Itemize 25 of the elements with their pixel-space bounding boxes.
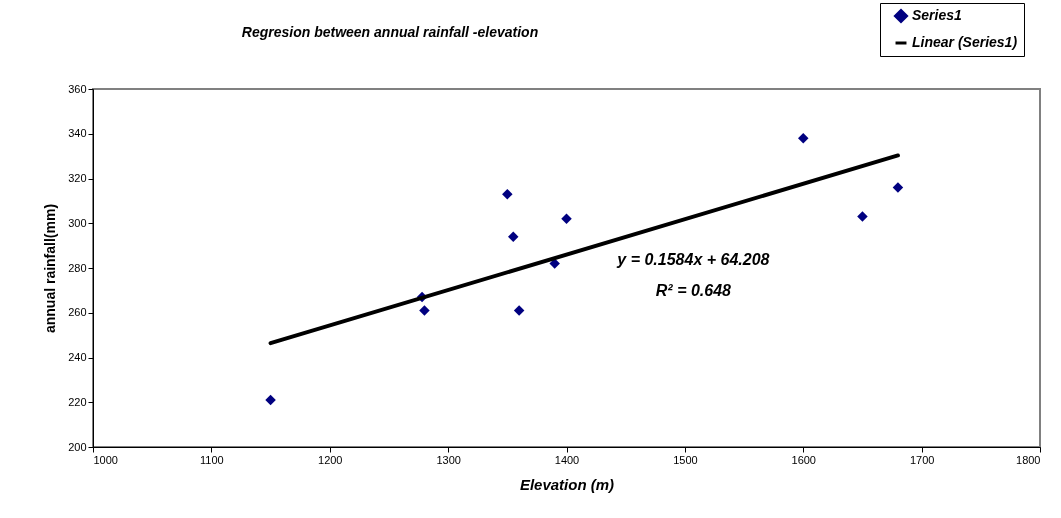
- x-tick-label: 1500: [673, 453, 698, 466]
- y-tick-label: 360: [68, 82, 87, 95]
- x-tick-label: 1400: [554, 453, 580, 466]
- y-tick-label: 320: [68, 172, 87, 184]
- x-tick-label: 1000: [93, 453, 118, 466]
- x-tick-label: 1800: [1016, 453, 1041, 466]
- x-tick-label: 1600: [791, 453, 816, 466]
- y-axis-title: annual rainfall(mm): [42, 203, 59, 334]
- y-tick-label: 240: [68, 351, 87, 363]
- y-tick-label: 340: [68, 127, 87, 140]
- x-axis-title: Elevation (m): [519, 475, 615, 493]
- x-tick-label: 1100: [200, 453, 224, 466]
- annotation: R² = 0.648: [655, 282, 732, 300]
- y-tick-label: 300: [68, 216, 87, 229]
- chart-title: Regresion between annual rainfall -elevation: [241, 24, 539, 40]
- y-tick-label: 280: [68, 261, 87, 274]
- y-tick-label: 200: [68, 440, 87, 453]
- x-tick-label: 1700: [909, 453, 935, 466]
- y-tick-label: 220: [68, 395, 87, 408]
- annotation: y = 0.1584x + 64.208: [616, 251, 770, 269]
- x-tick-label: 1200: [318, 453, 343, 466]
- x-tick-label: 1300: [436, 453, 461, 466]
- legend-label: Linear (Series1): [912, 34, 1018, 50]
- legend-label: Series1: [912, 7, 963, 23]
- y-tick-label: 260: [68, 306, 87, 319]
